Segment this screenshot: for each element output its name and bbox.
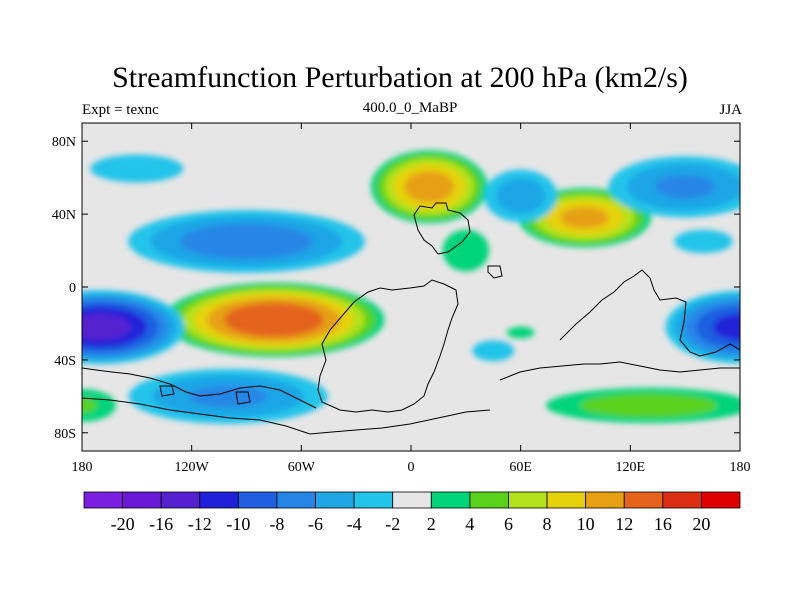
- anomaly-center-10: [90, 154, 184, 183]
- colorbar-label: 20: [692, 514, 710, 534]
- y-tick-label: 40S: [54, 354, 76, 369]
- contour-band: [404, 171, 455, 203]
- colorbar-label: 10: [577, 514, 595, 534]
- x-tick-label: 60W: [288, 460, 316, 475]
- coastline-asia-east: [559, 269, 740, 357]
- colorbar-swatch: [508, 491, 548, 509]
- x-tick-label: 0: [408, 460, 415, 475]
- contour-band: [655, 174, 716, 199]
- contour-band: [82, 313, 131, 341]
- contour-band: [496, 178, 546, 214]
- anomaly-center-5: [442, 229, 490, 272]
- x-tick-label: 180: [730, 460, 751, 475]
- time-period-label: 400.0_0_MaBP: [362, 100, 458, 116]
- anomaly-center-15: [674, 229, 733, 254]
- contour-band: [82, 389, 116, 422]
- contour-band: [713, 313, 740, 341]
- colorbar-swatch: [469, 491, 509, 509]
- colorbar-label: 12: [615, 514, 633, 534]
- anomaly-center-1: [518, 188, 651, 248]
- colorbar-swatch: [585, 491, 625, 509]
- y-tick-label: 40N: [52, 208, 76, 223]
- anomaly-center-14: [472, 340, 515, 362]
- x-tick-label: 180: [72, 460, 93, 475]
- colorbar-swatch: [546, 491, 587, 509]
- contour-band: [674, 229, 733, 254]
- contour-fill-layer: [82, 150, 740, 424]
- colorbar-label: -6: [308, 514, 323, 534]
- contour-band: [580, 393, 718, 418]
- contour-band: [224, 302, 324, 337]
- y-tick-label: 80S: [54, 427, 76, 442]
- anomaly-center-9: [128, 209, 365, 273]
- colorbar-swatch: [199, 491, 239, 509]
- x-tick-label: 60E: [509, 460, 532, 475]
- anomaly-center-7: [82, 290, 185, 365]
- y-tick-label: 80N: [52, 135, 76, 150]
- colorbar-swatch: [237, 491, 278, 509]
- colorbar-swatch: [392, 491, 432, 509]
- colorbar-swatch: [623, 491, 664, 509]
- colorbar-label: 6: [504, 514, 513, 534]
- colorbar-label: 2: [427, 514, 436, 534]
- contour-band: [472, 340, 515, 362]
- colorbar-swatch: [353, 491, 394, 509]
- coastline-islands: [159, 385, 251, 405]
- colorbar-swatch: [701, 491, 741, 509]
- colorbar-label: 8: [543, 514, 552, 534]
- anomaly-center-11: [128, 368, 328, 424]
- anomaly-center-12: [484, 169, 558, 223]
- anomaly-center-13: [608, 156, 740, 218]
- colorbar-label: -10: [226, 514, 250, 534]
- anomaly-center-2: [163, 282, 385, 358]
- colorbar-label: 4: [465, 514, 474, 534]
- contour-band: [189, 385, 268, 408]
- contour-band: [82, 398, 97, 413]
- colorbar: -20 -16 -12 -10 -8 -6 -4 -2 2 4 6 8 10 12 16 20: [83, 491, 741, 534]
- anomaly-center-4: [82, 389, 116, 422]
- anomaly-center-0: [370, 150, 488, 224]
- colorbar-label: -8: [269, 514, 284, 534]
- anomaly-center-3: [546, 387, 740, 423]
- contour-band: [442, 229, 490, 272]
- colorbar-label: 16: [654, 514, 672, 534]
- colorbar-label: -16: [149, 514, 173, 534]
- colorbar-swatch: [122, 491, 162, 509]
- colorbar-label: -12: [188, 514, 212, 534]
- colorbar-swatch: [83, 491, 123, 509]
- coastline-antarctica: [82, 397, 491, 435]
- coastline-layer: [82, 202, 740, 435]
- experiment-label: Expt = texnc: [82, 102, 159, 118]
- colorbar-label: -4: [347, 514, 362, 534]
- x-tick-label: 120W: [175, 460, 210, 475]
- colorbar-swatch: [160, 491, 201, 509]
- contour-band: [560, 207, 609, 229]
- colorbar-swatch: [430, 491, 471, 509]
- coastline-eurasia: [413, 202, 471, 255]
- y-tick-label: 0: [69, 281, 76, 296]
- coastline-southwest: [82, 367, 317, 409]
- coastline-arabia: [487, 265, 503, 279]
- coastline-south: [499, 361, 740, 381]
- coastline-africa: [317, 279, 459, 413]
- x-tick-label: 120E: [616, 460, 646, 475]
- map-title: Streamfunction Perturbation at 200 hPa (…: [112, 61, 688, 94]
- anomaly-center-8: [665, 290, 740, 364]
- contour-band: [180, 223, 313, 260]
- colorbar-label: -2: [385, 514, 400, 534]
- contour-band: [506, 326, 535, 339]
- axis-layer: 180 120W 60W 0 60E 120E 180 80N 40N 0 40S 80S: [52, 123, 751, 475]
- season-label: JJA: [719, 102, 742, 118]
- anomaly-center-6: [506, 326, 535, 339]
- colorbar-swatch: [276, 491, 316, 509]
- contour-band: [90, 154, 184, 183]
- colorbar-label: -20: [111, 514, 135, 534]
- colorbar-swatch: [662, 491, 702, 509]
- colorbar-swatch: [315, 491, 355, 509]
